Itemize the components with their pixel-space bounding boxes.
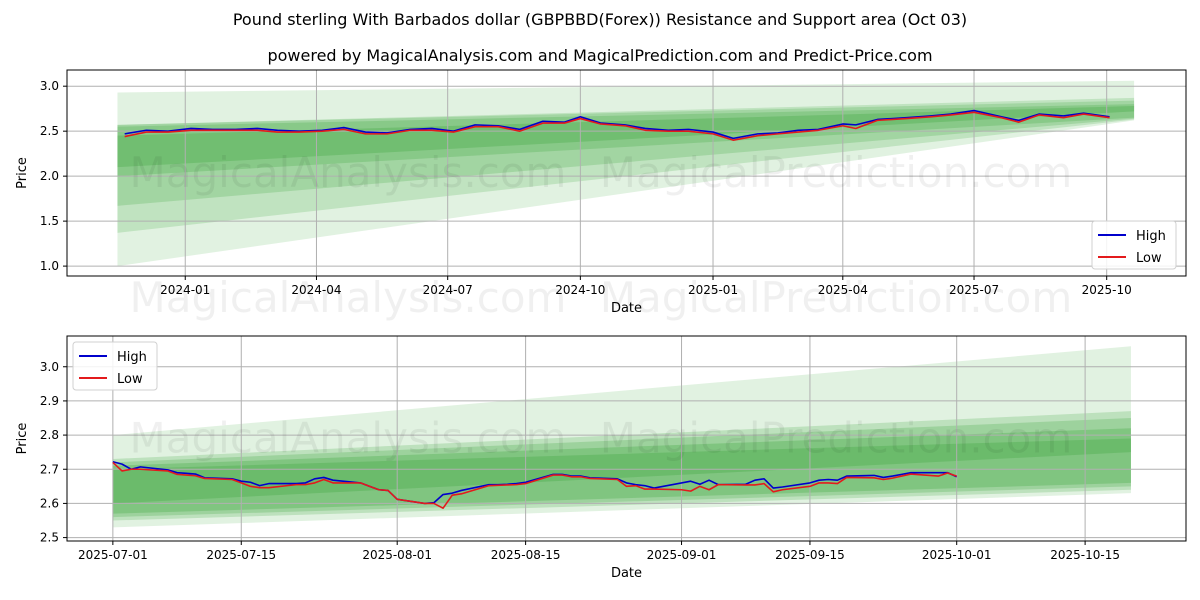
y-tick-label: 2.5 [40, 124, 59, 138]
x-tick-label: 2025-07-15 [206, 548, 276, 562]
y-tick-label: 2.8 [40, 428, 59, 442]
support-resistance-band-3 [117, 100, 1135, 206]
x-tick-label: 2025-07-01 [78, 548, 148, 562]
x-tick-label: 2025-01 [688, 283, 738, 297]
x-tick-label: 2024-07 [423, 283, 473, 297]
y-tick-label: 2.9 [40, 394, 59, 408]
chart-subtitle: powered by MagicalAnalysis.com and Magic… [267, 46, 933, 65]
x-tick-label: 2025-09-15 [775, 548, 845, 562]
legend-label-low: Low [117, 372, 143, 387]
watermark-text: MagicalAnalysis.com [130, 273, 567, 322]
x-tick-label: 2025-07 [949, 283, 999, 297]
support-resistance-band-2 [112, 411, 1131, 521]
y-axis-label: Price [15, 157, 30, 189]
legend: High Low [1091, 220, 1177, 270]
watermark-text: MagicalPrediction.com [600, 148, 1073, 197]
legend-label-low: Low [1136, 251, 1162, 266]
x-tick-label: 2025-10 [1082, 283, 1132, 297]
series-line-low [124, 111, 1110, 141]
x-tick-label: 2025-10-01 [922, 548, 992, 562]
support-resistance-band-5 [112, 438, 1131, 504]
y-tick-label: 1.0 [40, 259, 59, 273]
y-tick-label: 2.0 [40, 169, 59, 183]
legend-label-high: High [117, 350, 147, 365]
series-line-high [112, 460, 958, 505]
y-tick-label: 3.0 [40, 360, 59, 374]
y-tick-label: 2.7 [40, 462, 59, 476]
legend-label-high: High [1136, 229, 1166, 244]
support-resistance-band-3 [112, 418, 1131, 518]
x-tick-label: 2025-08-15 [491, 548, 561, 562]
x-tick-label: 2024-10 [555, 283, 605, 297]
series-line-high [124, 109, 1110, 140]
chart-title: Pound sterling With Barbados dollar (GBP… [232, 10, 968, 29]
chart-2: 2025-07-01 2025-07-15 2025-08-01 2025-08-15… [15, 335, 1187, 581]
series-line-low [112, 461, 957, 510]
watermark-text: MagicalAnalysis.com [130, 414, 567, 463]
x-axis-label: Date [611, 566, 642, 581]
x-axis-label: Date [611, 301, 642, 316]
watermark-text: MagicalAnalysis.com [130, 148, 567, 197]
support-resistance-band-1 [112, 346, 1131, 528]
watermark-text: MagicalPrediction.com [600, 273, 1073, 322]
x-tick-label: 2024-01 [160, 283, 210, 297]
y-tick-label: 2.5 [40, 531, 59, 545]
support-resistance-band-4 [117, 104, 1135, 177]
support-resistance-band-1 [117, 80, 1135, 267]
axes-frame [66, 335, 1187, 542]
chart-1: 2024-01 2024-04 2024-07 2024-10 2025-01 2025-… [15, 69, 1187, 316]
x-tick-label: 2025-09-01 [647, 548, 717, 562]
x-tick-label: 2025-08-01 [362, 548, 432, 562]
axes-frame [66, 69, 1187, 277]
y-axis-label: Price [15, 423, 30, 455]
y-tick-label: 1.5 [40, 214, 59, 228]
support-resistance-band-5 [117, 105, 1135, 168]
x-tick-label: 2024-04 [291, 283, 341, 297]
legend: High Low [72, 341, 158, 391]
x-tick-label: 2025-10-15 [1050, 548, 1120, 562]
y-tick-label: 2.6 [40, 496, 59, 510]
support-resistance-band-4 [112, 428, 1131, 514]
watermark-text: MagicalPrediction.com [600, 414, 1073, 463]
y-tick-label: 3.0 [40, 79, 59, 93]
x-tick-label: 2025-04 [818, 283, 868, 297]
